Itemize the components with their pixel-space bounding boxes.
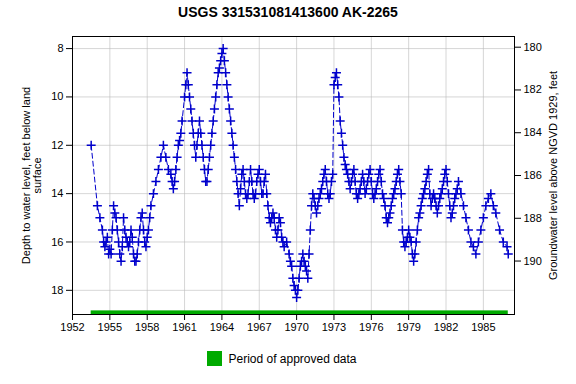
svg-text:8: 8: [57, 42, 63, 54]
svg-text:Groundwater level above NGVD 1: Groundwater level above NGVD 1929, feet: [547, 71, 559, 280]
svg-text:1955: 1955: [98, 321, 122, 333]
svg-text:18: 18: [51, 284, 63, 296]
svg-text:1961: 1961: [172, 321, 196, 333]
svg-text:12: 12: [51, 139, 63, 151]
svg-text:16: 16: [51, 235, 63, 247]
html-text:USGS 331531081413600 AK-2265: USGS 331531081413600 AK-2265: [178, 4, 398, 20]
svg-text:190: 190: [524, 255, 542, 267]
svg-text:Depth to water level, feet bel: Depth to water level, feet below landsur…: [20, 87, 43, 264]
svg-text:184: 184: [524, 126, 542, 138]
svg-text:188: 188: [524, 212, 542, 224]
svg-text:14: 14: [51, 187, 63, 199]
svg-text:1952: 1952: [60, 321, 84, 333]
svg-text:186: 186: [524, 169, 542, 181]
svg-text:1976: 1976: [359, 321, 383, 333]
svg-text:1982: 1982: [434, 321, 458, 333]
html-text:Period of approved data: Period of approved data: [228, 351, 357, 366]
svg-text:1970: 1970: [284, 321, 308, 333]
svg-text:1958: 1958: [135, 321, 159, 333]
svg-text:1985: 1985: [471, 321, 495, 333]
svg-text:1964: 1964: [210, 321, 234, 333]
svg-text:1973: 1973: [322, 321, 346, 333]
svg-text:1979: 1979: [396, 321, 420, 333]
svg-text:180: 180: [524, 41, 542, 53]
svg-text:10: 10: [51, 90, 63, 102]
svg-text:182: 182: [524, 83, 542, 95]
svg-text:1967: 1967: [247, 321, 271, 333]
